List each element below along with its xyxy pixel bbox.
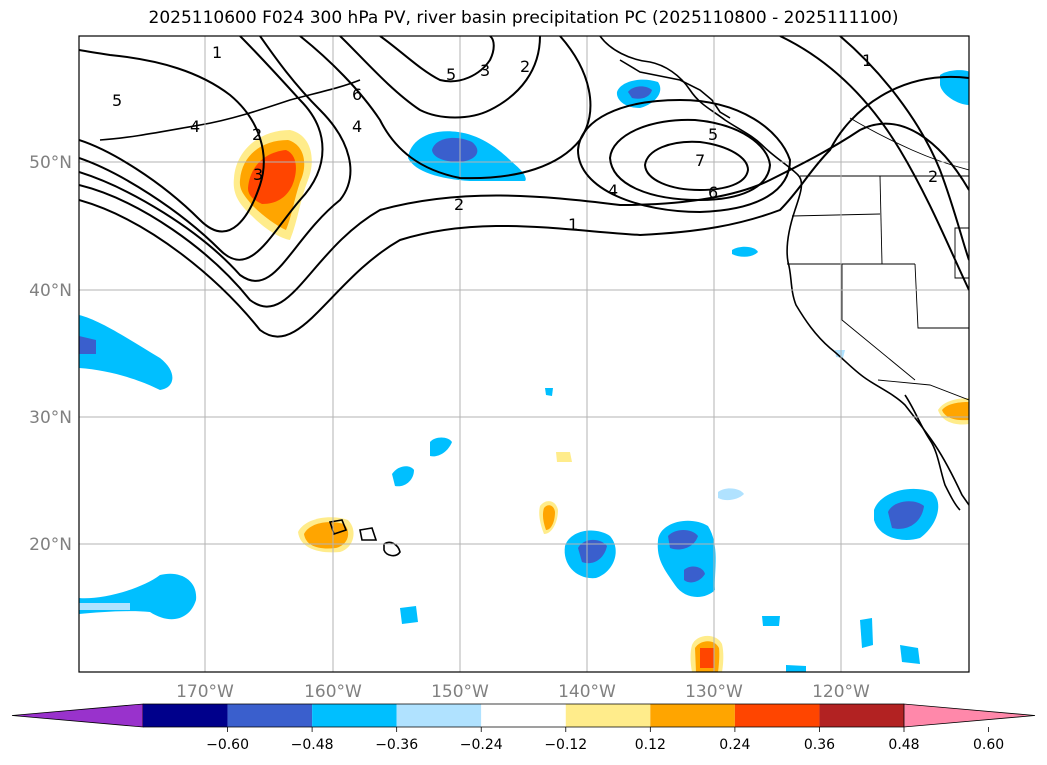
longitude-labels: 170°W 160°W 150°W 140°W 130°W 120°W bbox=[176, 682, 870, 702]
lon-label-120w: 120°W bbox=[812, 682, 870, 702]
colorbar-bin bbox=[734, 704, 820, 727]
neg-anomaly-small-1 bbox=[392, 466, 414, 487]
contour-label-2-left: 2 bbox=[252, 125, 262, 144]
contour-label-3-top: 3 bbox=[480, 61, 490, 80]
colorbar-tick-label: 0.60 bbox=[973, 737, 1004, 753]
latitude-labels: 50°N 40°N 30°N 20°N bbox=[29, 153, 72, 555]
hawaii-island-3 bbox=[383, 541, 401, 557]
pv-contour-4 bbox=[79, 36, 324, 261]
mexico-border bbox=[877, 379, 969, 401]
lon-label-170w: 170°W bbox=[176, 682, 234, 702]
colorbar-tick-label: 0.12 bbox=[635, 737, 666, 753]
contour-label-6-top: 6 bbox=[352, 85, 362, 104]
colorbar-tick-label: 0.24 bbox=[719, 737, 750, 753]
aleutians bbox=[99, 79, 361, 141]
contour-labels: 1 1 1 2 2 2 2 3 3 4 4 4 5 5 5 6 6 7 bbox=[112, 43, 938, 234]
neg-anomaly-small-8 bbox=[860, 618, 873, 648]
contour-label-7-right: 7 bbox=[695, 151, 705, 170]
contour-label-5-top: 5 bbox=[446, 65, 456, 84]
pv-contour-5 bbox=[79, 49, 265, 233]
hawaii-island-2 bbox=[359, 527, 378, 541]
lon-label-130w: 130°W bbox=[685, 682, 743, 702]
colorbar-bin bbox=[396, 704, 482, 727]
lat-label-50n: 50°N bbox=[29, 153, 72, 173]
colorbar-bin bbox=[819, 704, 904, 727]
neg-anomaly-small-3 bbox=[545, 388, 553, 396]
colorbar-bin bbox=[143, 704, 228, 727]
nv-border bbox=[914, 263, 969, 329]
pv-contour-ring-inner bbox=[643, 140, 750, 192]
ca-nv-diagonal bbox=[841, 264, 916, 381]
colorbar-tick-label: −0.12 bbox=[544, 737, 587, 753]
lat-label-20n: 20°N bbox=[29, 535, 72, 555]
contour-label-4-right: 4 bbox=[608, 181, 618, 200]
gridlines bbox=[79, 36, 969, 672]
colorbar-tick-label: −0.24 bbox=[460, 737, 503, 753]
contour-label-5-left: 5 bbox=[112, 91, 122, 110]
pv-contour-1 bbox=[79, 76, 969, 338]
contour-label-1-right: 1 bbox=[862, 51, 872, 70]
colorbar-bin bbox=[312, 704, 397, 727]
alaska-panhandle bbox=[619, 59, 731, 119]
neg-anomaly-small-11 bbox=[835, 350, 845, 358]
pv-contour-east-2 bbox=[839, 36, 969, 261]
neg-anomaly-small-2 bbox=[430, 437, 452, 457]
colorbar-tick-label: −0.48 bbox=[291, 737, 334, 753]
colorbar: −0.60 −0.48 −0.36 −0.24 −0.12 0.12 0.24 0.36 0.4… bbox=[11, 703, 1036, 753]
pv-contour-2 bbox=[79, 122, 969, 308]
contour-label-3-left: 3 bbox=[253, 165, 263, 184]
contour-label-4-mid: 4 bbox=[352, 117, 362, 136]
map-frame bbox=[78, 35, 970, 673]
neg-anomaly-small-4 bbox=[400, 606, 418, 624]
pv-contour-ring-mid bbox=[608, 118, 772, 202]
contour-label-4-left: 4 bbox=[190, 117, 200, 136]
colorbar-tick-label: −0.36 bbox=[375, 737, 418, 753]
colorbar-tick-label: 0.48 bbox=[888, 737, 919, 753]
neg-anomaly-small-7 bbox=[762, 616, 780, 626]
lon-label-150w: 150°W bbox=[431, 682, 489, 702]
colorbar-bin bbox=[227, 704, 313, 727]
contour-label-5-right: 5 bbox=[708, 125, 718, 144]
pv-contour-7c bbox=[379, 36, 495, 83]
neg-anomaly-small-5 bbox=[718, 488, 744, 501]
neg-anomaly-small-9 bbox=[900, 645, 920, 664]
contour-label-2-right: 2 bbox=[928, 167, 938, 186]
lon-label-160w: 160°W bbox=[304, 682, 362, 702]
colorbar-tick-label: 0.36 bbox=[804, 737, 835, 753]
neg-anomaly-northeast bbox=[940, 70, 969, 105]
colorbar-extend-low bbox=[11, 703, 144, 728]
neg-anomaly-north-pacific-core bbox=[432, 137, 478, 162]
colorbar-tick-label: −0.60 bbox=[206, 737, 249, 753]
pv-contour-ring-outer bbox=[576, 98, 792, 214]
wa-or-border bbox=[791, 213, 881, 217]
coast-north-america bbox=[599, 36, 969, 506]
map-frame-background bbox=[79, 36, 969, 672]
colorbar-outline bbox=[143, 703, 904, 728]
colorbar-bin bbox=[481, 704, 566, 727]
lon-label-140w: 140°W bbox=[558, 682, 616, 702]
contour-label-1-top: 1 bbox=[212, 43, 222, 62]
neg-anomaly-west-edge bbox=[79, 315, 173, 390]
pv-contour-3 bbox=[79, 36, 352, 282]
map-title: 2025110600 F024 300 hPa PV, river basin … bbox=[148, 8, 899, 28]
colorbar-bin bbox=[650, 704, 735, 727]
neg-anomaly-small-6 bbox=[732, 246, 758, 257]
id-border bbox=[879, 175, 883, 265]
colorbar-bin bbox=[565, 704, 651, 727]
contour-label-6-right: 6 bbox=[708, 183, 718, 202]
lat-label-40n: 40°N bbox=[29, 281, 72, 301]
contour-label-2-mid: 2 bbox=[454, 195, 464, 214]
pv-contour-7a bbox=[299, 36, 592, 180]
pv-contour-7b bbox=[339, 36, 541, 119]
pv-contours bbox=[79, 36, 969, 338]
pv-contour-east bbox=[779, 36, 969, 291]
neg-anomaly-small-10 bbox=[786, 665, 806, 672]
pos-anomaly-northwest-core bbox=[248, 150, 296, 204]
pos-anomaly-small-2 bbox=[556, 452, 572, 462]
contour-label-1-mid: 1 bbox=[568, 215, 578, 234]
contour-label-2-top: 2 bbox=[520, 57, 530, 76]
lat-label-30n: 30°N bbox=[29, 408, 72, 428]
colorbar-extend-high bbox=[903, 703, 1036, 728]
